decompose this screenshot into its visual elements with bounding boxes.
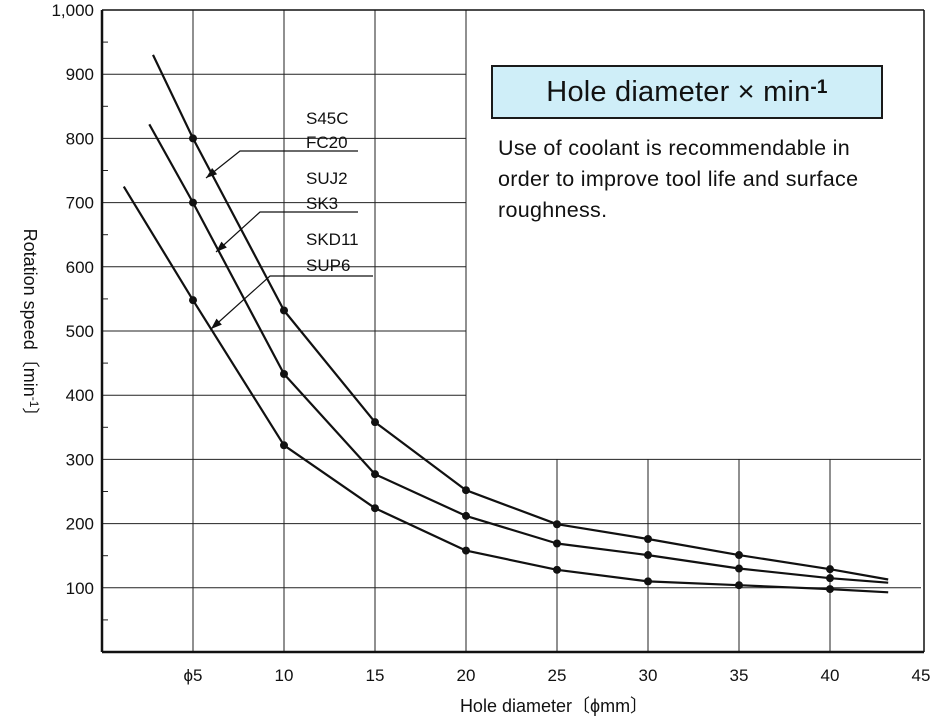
data-point [644,577,652,586]
data-point [826,585,834,594]
x-axis-title: Hole diameter〔ϕmm〕 [460,696,648,716]
series-label-line-1: SUJ2 [306,169,348,188]
coolant-note: Use of coolant is recommendable in order… [498,136,859,222]
x-tick-label: 25 [548,666,567,685]
data-point [735,551,743,560]
series-label-line-1: S45C [306,109,349,128]
info-title-box: Hole diameter × min -1 [491,65,883,119]
y-tick-label: 400 [66,386,94,405]
y-tick-label: 500 [66,322,94,341]
series-line-3 [122,186,889,594]
x-tick-label: 30 [639,666,658,685]
grid-lines [102,9,921,652]
data-point [371,418,379,427]
data-point [280,306,288,315]
x-tick-label: 45 [912,666,931,685]
leader-line [210,275,373,330]
data-point [553,520,561,529]
leader-line [215,211,358,253]
series-label-line-2: FC20 [306,133,348,152]
data-point [371,470,379,479]
series-label-line-2: SUP6 [306,256,350,275]
x-tick-label: 15 [366,666,385,685]
y-axis-title-sup: -1 [27,397,41,408]
leader-arrowhead [211,318,222,329]
series-line-2 [148,123,889,584]
data-point [371,504,379,513]
info-title-sup: -1 [810,77,828,98]
x-tick-label: 35 [730,666,749,685]
data-point [644,535,652,544]
data-point [826,565,834,574]
data-point [644,551,652,560]
y-tick-label: 600 [66,258,94,277]
series-label-line-1: SKD11 [306,230,359,249]
x-tick-label: 10 [275,666,294,685]
series-label-leaders [205,150,373,330]
axes [100,9,925,654]
leader-arrowhead [216,241,227,252]
data-point [280,370,288,379]
data-point [462,486,470,495]
data-point [189,198,197,207]
data-point [462,546,470,555]
x-tick-label: 20 [457,666,476,685]
data-point [189,296,197,305]
data-point [735,581,743,590]
data-point [553,539,561,548]
series-lines [122,54,889,594]
y-tick-label: 100 [66,579,94,598]
info-title-text: Hole diameter × min [546,75,811,108]
data-point [826,574,834,583]
y-axis-title-main: Rotation speed〔min [20,229,40,397]
data-point [462,511,470,520]
y-tick-labels: 100 200 300 400 500 600 700 800 900 1,000 [51,1,94,598]
x-tick-label: 40 [821,666,840,685]
y-tick-label: 800 [66,129,94,148]
y-axis-title: Rotation speed〔min-1〕 [20,229,41,426]
y-tick-label: 1,000 [51,1,94,20]
x-tick-label: ϕ5 [184,666,203,685]
series-line-1 [152,54,889,581]
y-tick-label: 200 [66,515,94,534]
data-point [735,564,743,573]
leader-arrowhead [206,168,218,178]
data-point [280,441,288,450]
x-tick-labels: ϕ5 10 15 20 25 30 35 40 45 [184,666,931,685]
y-tick-label: 300 [66,450,94,469]
leader-line [205,150,358,179]
y-tick-label: 900 [66,65,94,84]
series-labels: S45C FC20 SUJ2 SK3 SKD11 SUP6 [306,109,359,275]
series-label-line-2: SK3 [306,194,338,213]
y-tick-label: 700 [66,194,94,213]
data-point [189,134,197,143]
y-axis-title-end: 〕 [20,407,40,425]
data-point [553,565,561,574]
